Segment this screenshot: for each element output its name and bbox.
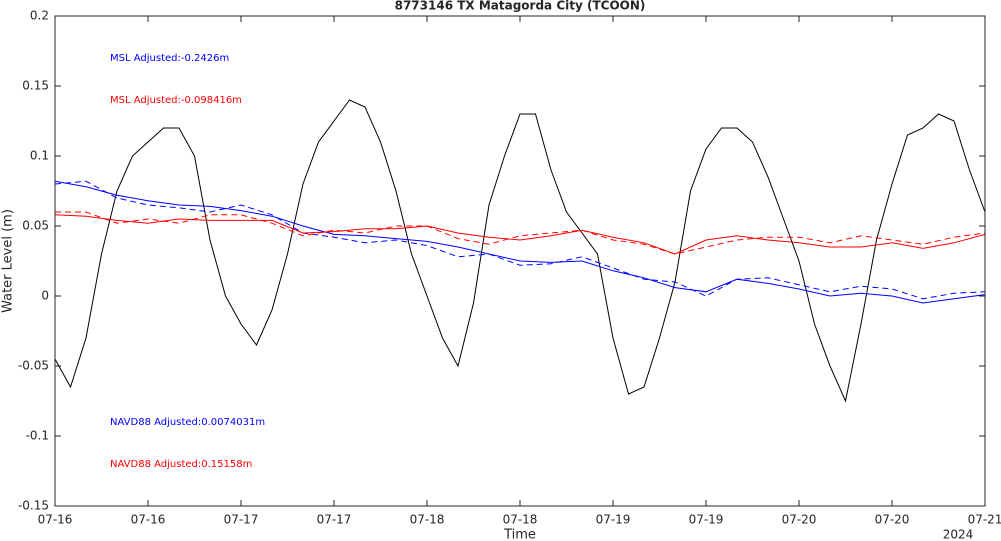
x-tick-label: 07-17 xyxy=(317,513,352,527)
series-line xyxy=(54,99,986,403)
x-tick-label: 07-21 xyxy=(968,513,1001,527)
x-tick-label: 07-20 xyxy=(782,513,817,527)
x-tick-label: 07-19 xyxy=(596,513,631,527)
x-axis-label: Time xyxy=(503,528,536,541)
chart-title: 8773146 TX Matagorda City (TCOON) xyxy=(395,0,646,13)
series-line xyxy=(54,180,986,304)
x-tick-label: 07-19 xyxy=(689,513,724,527)
series-line xyxy=(54,214,986,255)
x-tick-label: 07-16 xyxy=(131,513,166,527)
axes-box xyxy=(54,15,986,507)
y-tick-label: -0.05 xyxy=(18,359,49,373)
x-tick-label: 07-17 xyxy=(224,513,259,527)
y-tick-label: 0.1 xyxy=(30,149,49,163)
y-tick-label: -0.15 xyxy=(18,499,49,513)
annotation: NAVD88 Adjusted:0.15158m xyxy=(110,459,252,470)
x-tick-label: 07-18 xyxy=(410,513,445,527)
annotation: NAVD88 Adjusted:0.0074031m xyxy=(110,417,265,428)
annotation: MSL Adjusted:-0.098416m xyxy=(110,95,242,106)
series-line xyxy=(55,211,986,255)
y-tick-label: 0.15 xyxy=(22,79,49,93)
y-tick-label: -0.1 xyxy=(26,429,49,443)
x-tick-label: 07-18 xyxy=(503,513,538,527)
y-tick-label: 0 xyxy=(41,289,49,303)
y-axis-label: Water Level (m) xyxy=(1,209,16,313)
y-tick-label: 0.05 xyxy=(22,219,49,233)
series-line xyxy=(54,180,986,300)
x-secondary-label: 2024 xyxy=(943,528,974,541)
x-tick-label: 07-16 xyxy=(38,513,73,527)
y-tick-label: 0.2 xyxy=(30,9,49,23)
x-tick-label: 07-20 xyxy=(875,513,910,527)
annotation: MSL Adjusted:-0.2426m xyxy=(110,53,229,64)
